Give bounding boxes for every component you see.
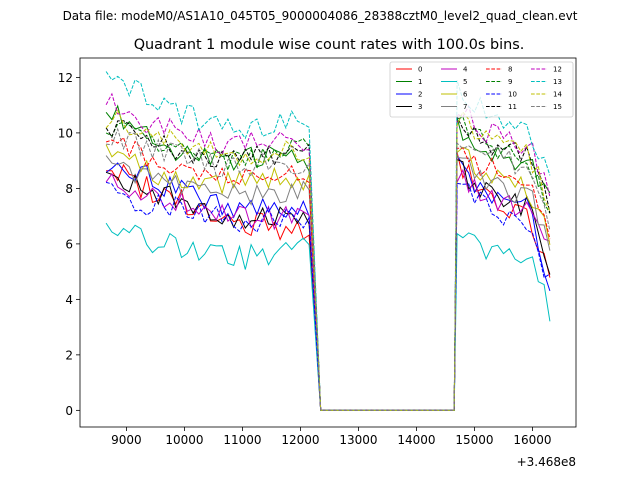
series-line-15 xyxy=(106,127,551,411)
legend-label-8: 8 xyxy=(508,66,512,74)
y-tick-label: 2 xyxy=(65,348,73,362)
series-line-11 xyxy=(105,116,551,411)
legend-label-2: 2 xyxy=(418,91,422,99)
x-tick-label: 15000 xyxy=(455,433,493,447)
y-tick-label: 4 xyxy=(65,293,73,307)
y-tick-label: 10 xyxy=(58,126,73,140)
axis-layer: 9000 10000 11000 12000 13000 14000 15000 16000 0… xyxy=(58,71,552,447)
series-layer xyxy=(105,71,551,411)
legend-label-9: 9 xyxy=(508,78,512,86)
series-line-14 xyxy=(105,109,551,411)
series-line-2 xyxy=(105,154,551,411)
legend-label-11: 11 xyxy=(508,103,517,111)
y-tick-label: 6 xyxy=(65,237,73,251)
plot-frame xyxy=(79,57,577,428)
series-line-3 xyxy=(105,158,551,411)
x-offset-text: +3.468e8 xyxy=(517,455,576,469)
x-tick-label: 9000 xyxy=(111,433,142,447)
legend-label-15: 15 xyxy=(553,103,562,111)
legend-label-13: 13 xyxy=(553,78,562,86)
legend-label-12: 12 xyxy=(553,66,562,74)
x-tick-label: 13000 xyxy=(339,433,377,447)
suptitle: Data file: modeM0/AS1A10_045T05_90000040… xyxy=(63,9,578,23)
series-line-7 xyxy=(105,155,551,411)
legend-label-6: 6 xyxy=(463,91,468,99)
series-line-9 xyxy=(105,116,551,411)
y-tick-label: 8 xyxy=(65,182,73,196)
series-line-10 xyxy=(105,181,551,411)
y-tick-label: 12 xyxy=(58,71,73,85)
series-line-8 xyxy=(105,136,551,411)
series-line-5 xyxy=(105,222,551,411)
legend-label-0: 0 xyxy=(418,66,422,74)
series-line-12 xyxy=(105,92,551,411)
legend-label-14: 14 xyxy=(553,91,562,99)
x-tick-label: 16000 xyxy=(513,433,551,447)
legend-label-5: 5 xyxy=(463,78,467,86)
legend-box xyxy=(389,61,574,118)
x-tick-label: 14000 xyxy=(397,433,435,447)
legend-label-4: 4 xyxy=(463,66,468,74)
x-tick-label: 11000 xyxy=(223,433,261,447)
legend-label-7: 7 xyxy=(463,103,467,111)
legend-label-10: 10 xyxy=(508,91,517,99)
x-tick-label: 12000 xyxy=(281,433,319,447)
x-tick-label: 10000 xyxy=(165,433,203,447)
legend-label-1: 1 xyxy=(418,78,422,86)
legend-label-3: 3 xyxy=(418,103,422,111)
plot-area xyxy=(80,58,576,427)
chart-title: Quadrant 1 module wise count rates with … xyxy=(134,37,525,53)
y-tick-label: 0 xyxy=(65,404,73,418)
series-line-6 xyxy=(105,144,551,411)
